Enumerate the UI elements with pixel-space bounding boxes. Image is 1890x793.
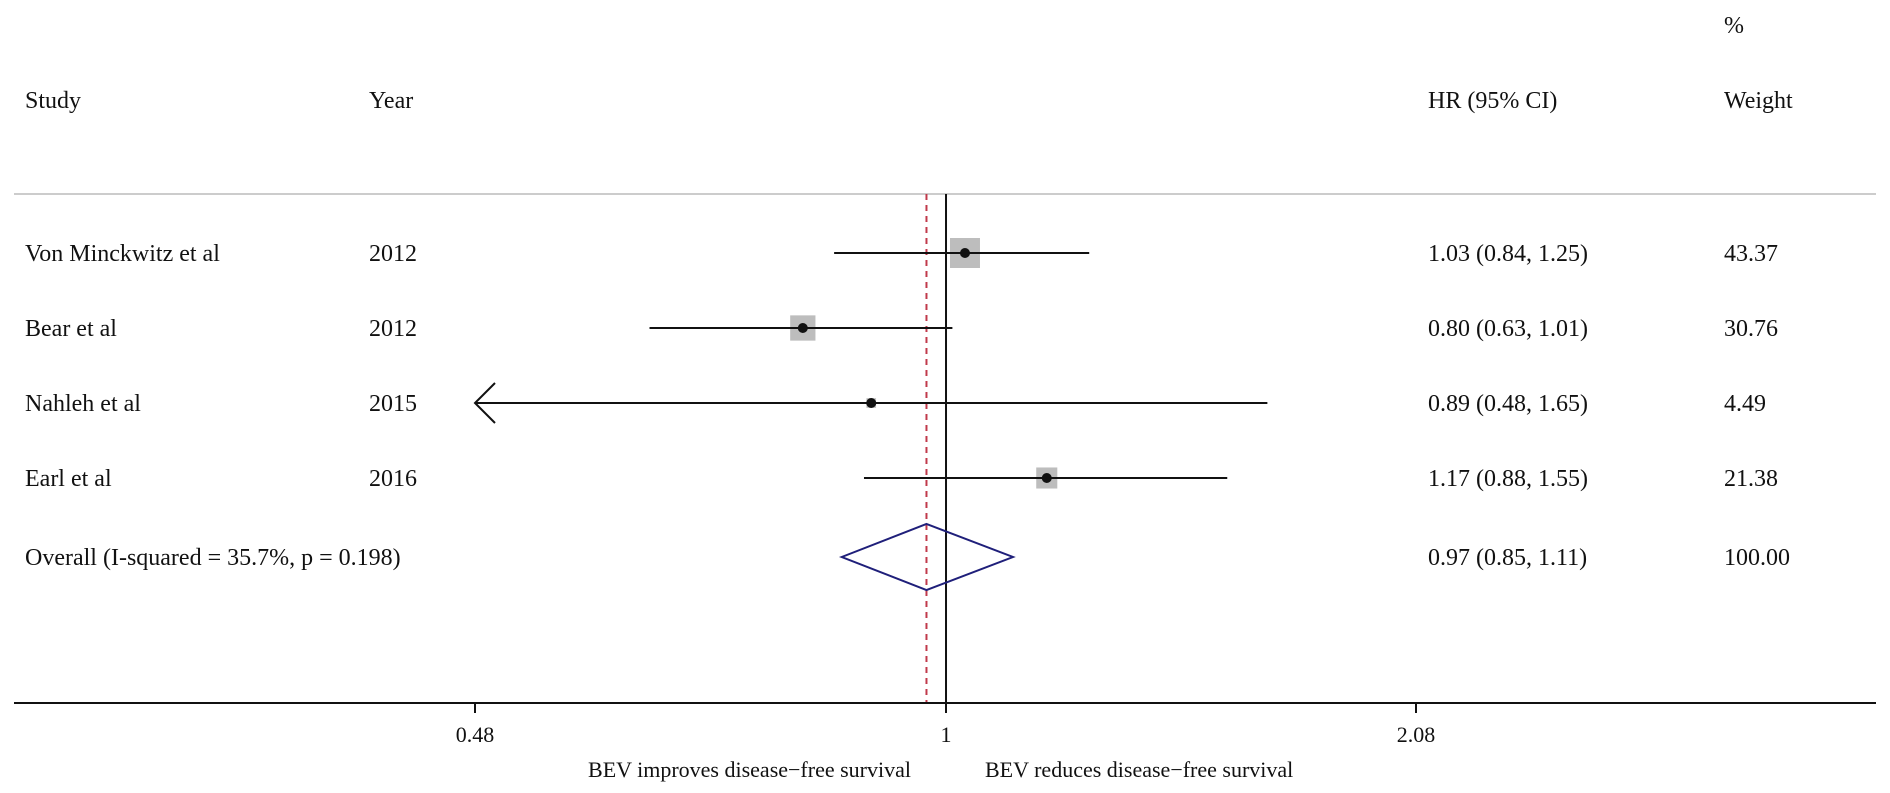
header-weight: Weight — [1724, 88, 1793, 114]
study-weight: 30.76 — [1724, 316, 1778, 342]
study-hr-ci: 1.17 (0.88, 1.55) — [1428, 466, 1588, 492]
study-name: Bear et al — [25, 316, 117, 342]
study-weight: 21.38 — [1724, 466, 1778, 492]
x-axis-ticks: 0.48 1 2.08 — [456, 703, 1436, 747]
study-row: Bear et al 2012 0.80 (0.63, 1.01) 30.76 — [25, 315, 1778, 342]
x-tick-label: 1 — [941, 722, 952, 747]
study-row: Von Minckwitz et al 2012 1.03 (0.84, 1.25)… — [25, 238, 1778, 268]
study-name: Von Minckwitz et al — [25, 241, 220, 267]
overall-row: Overall (I-squared = 35.7%, p = 0.198) 0.… — [25, 522, 1790, 592]
x-tick-label: 2.08 — [1397, 722, 1436, 747]
overall-hr-ci: 0.97 (0.85, 1.11) — [1428, 545, 1587, 571]
study-row: Earl et al 2016 1.17 (0.88, 1.55) 21.38 — [25, 466, 1778, 492]
study-year: 2015 — [369, 391, 417, 417]
point-estimate — [1041, 473, 1052, 483]
header-study: Study — [25, 88, 81, 114]
study-weight: 4.49 — [1724, 391, 1766, 417]
study-hr-ci: 0.89 (0.48, 1.65) — [1428, 391, 1588, 417]
header-hr-ci: HR (95% CI) — [1428, 88, 1557, 114]
direction-label-right: BEV reduces disease−free survival — [985, 757, 1293, 782]
study-weight: 43.37 — [1724, 241, 1778, 267]
study-rows: Von Minckwitz et al 2012 1.03 (0.84, 1.25)… — [25, 238, 1778, 492]
header-year: Year — [369, 88, 413, 114]
point-estimate — [866, 398, 877, 408]
overall-label: Overall (I-squared = 35.7%, p = 0.198) — [25, 545, 401, 571]
study-year: 2012 — [369, 316, 417, 342]
study-year: 2016 — [369, 466, 417, 492]
point-estimate — [959, 248, 970, 258]
study-name: Nahleh et al — [25, 391, 141, 417]
study-hr-ci: 1.03 (0.84, 1.25) — [1428, 241, 1588, 267]
point-estimate — [797, 323, 808, 333]
x-tick-label: 0.48 — [456, 722, 495, 747]
study-name: Earl et al — [25, 466, 112, 492]
study-row: Nahleh et al 2015 0.89 (0.48, 1.65) 4.49 — [25, 382, 1766, 424]
header-weight-percent: % — [1724, 13, 1744, 39]
ci-arrow — [473, 382, 496, 424]
overall-weight: 100.00 — [1724, 545, 1790, 571]
direction-label-left: BEV improves disease−free survival — [588, 757, 911, 782]
overall-diamond — [838, 522, 1016, 592]
study-hr-ci: 0.80 (0.63, 1.01) — [1428, 316, 1588, 342]
study-year: 2012 — [369, 241, 417, 267]
